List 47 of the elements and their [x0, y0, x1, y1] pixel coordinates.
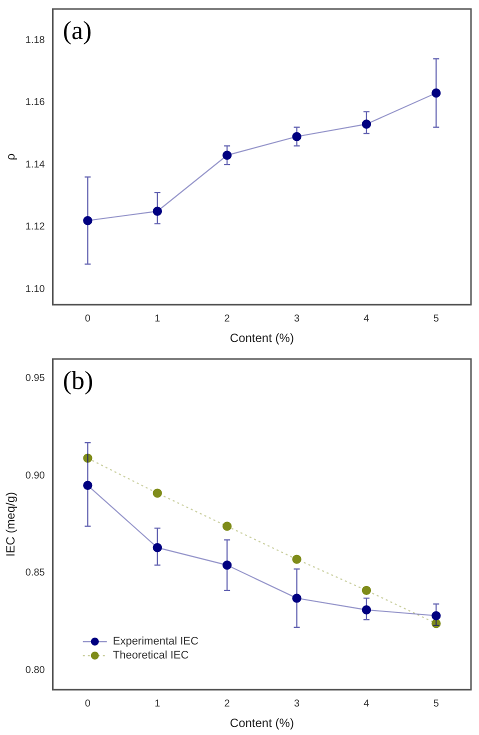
- y-tick-label: 0.85: [25, 568, 46, 579]
- x-tick-label: 2: [224, 698, 230, 710]
- y-tick-label: 1.14: [25, 159, 46, 170]
- x-tick-label: 1: [154, 698, 161, 710]
- point: [222, 522, 232, 531]
- x-tick-label: 1: [154, 313, 161, 324]
- x-tick-label: 4: [364, 313, 370, 324]
- x-tick-label: 4: [364, 698, 370, 710]
- legend-label: Theoretical IEC: [112, 650, 189, 662]
- annotation: (b): [62, 366, 94, 395]
- point: [222, 560, 232, 570]
- point: [83, 480, 92, 490]
- x-tick-label: 5: [433, 698, 440, 710]
- point: [83, 216, 92, 226]
- y-tick-label: 1.18: [25, 34, 46, 46]
- point: [83, 454, 92, 463]
- x-axis-title: Content (%): [230, 331, 294, 346]
- y-tick-label: 0.80: [25, 664, 46, 676]
- point: [292, 132, 302, 142]
- x-tick-label: 2: [224, 313, 230, 324]
- point: [222, 150, 232, 160]
- point: [432, 618, 441, 628]
- y-axis-title: ρ: [4, 153, 18, 160]
- x-tick-label: 3: [294, 698, 300, 710]
- annotation: (a): [62, 16, 92, 45]
- point: [362, 605, 372, 614]
- y-tick-label: 0.95: [25, 373, 46, 384]
- x-tick-label: 0: [84, 698, 91, 710]
- point: [432, 611, 441, 620]
- y-axis-title: IEC (meq/g): [4, 492, 18, 557]
- x-axis-title: Content (%): [230, 716, 294, 730]
- point: [152, 206, 162, 216]
- point: [362, 586, 372, 596]
- legend-label: Experimental IEC: [112, 636, 199, 648]
- point: [432, 88, 441, 98]
- point: [362, 120, 372, 129]
- y-tick-label: 1.10: [25, 284, 46, 295]
- x-tick-label: 0: [84, 313, 91, 324]
- point: [292, 594, 302, 603]
- y-tick-label: 1.12: [25, 222, 46, 233]
- y-tick-label: 1.16: [25, 97, 46, 108]
- x-tick-label: 5: [433, 313, 440, 324]
- point: [152, 488, 162, 498]
- point: [292, 554, 302, 564]
- point: [152, 543, 162, 552]
- x-tick-label: 3: [294, 313, 300, 324]
- y-tick-label: 0.90: [25, 470, 46, 482]
